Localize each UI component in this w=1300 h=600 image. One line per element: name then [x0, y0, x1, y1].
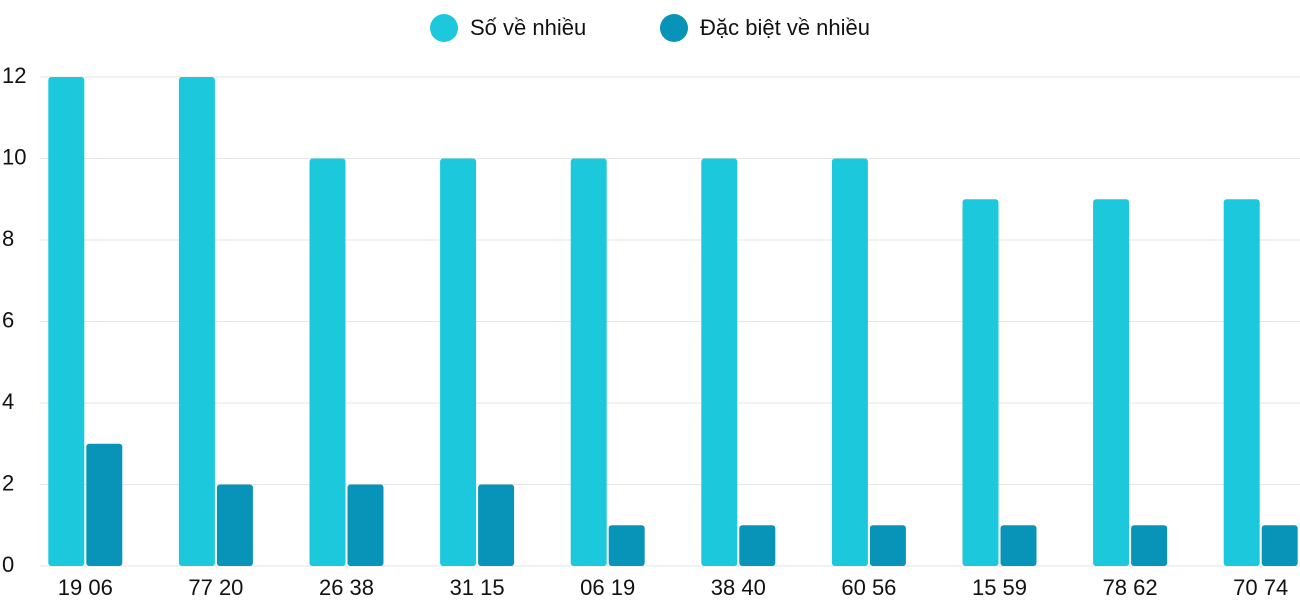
- y-tick-label: 10: [2, 144, 26, 169]
- legend-marker: [660, 14, 688, 42]
- x-tick-label: 77 20: [188, 575, 243, 600]
- y-tick-label: 2: [2, 470, 14, 495]
- bar: [1131, 525, 1168, 566]
- x-tick-label: 70 74: [1233, 575, 1288, 600]
- bar: [608, 525, 645, 566]
- y-tick-label: 12: [2, 63, 26, 88]
- x-tick-label: 38 40: [711, 575, 766, 600]
- x-tick-label: 06 19: [580, 575, 635, 600]
- x-tick-label: 60 56: [841, 575, 896, 600]
- bar: [216, 484, 253, 566]
- legend-label: Đặc biệt về nhiều: [700, 15, 870, 40]
- bar: [1000, 525, 1037, 566]
- bar: [440, 158, 477, 566]
- bar: [178, 77, 215, 566]
- x-tick-label: 78 62: [1103, 575, 1158, 600]
- bar: [831, 158, 868, 566]
- bar: [48, 77, 85, 566]
- y-tick-label: 6: [2, 307, 14, 332]
- bar: [309, 158, 346, 566]
- bar: [478, 484, 515, 566]
- bar: [962, 199, 999, 566]
- bar: [1223, 199, 1260, 566]
- bar: [347, 484, 384, 566]
- bar: [739, 525, 776, 566]
- legend-label: Số về nhiều: [470, 15, 586, 40]
- bar: [570, 158, 607, 566]
- bar: [86, 443, 123, 566]
- x-tick-label: 15 59: [972, 575, 1027, 600]
- x-tick-label: 31 15: [450, 575, 505, 600]
- x-tick-label: 19 06: [58, 575, 113, 600]
- y-tick-label: 0: [2, 552, 14, 577]
- bar: [701, 158, 738, 566]
- y-tick-label: 8: [2, 226, 14, 251]
- bar: [869, 525, 906, 566]
- legend-marker: [430, 14, 458, 42]
- x-tick-label: 26 38: [319, 575, 374, 600]
- bar: [1093, 199, 1130, 566]
- bar: [1261, 525, 1298, 566]
- y-tick-label: 4: [2, 389, 14, 414]
